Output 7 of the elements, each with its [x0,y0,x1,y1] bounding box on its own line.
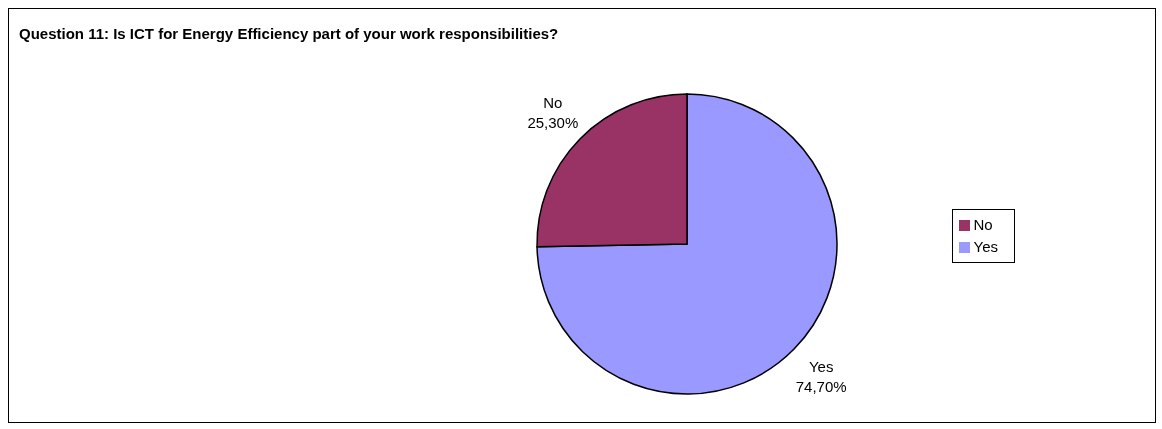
data-label: 25,30% [527,114,579,132]
legend-label: No [973,215,993,233]
text: Question 11: Is ICT for Energy Efficiency part of your work responsibilities? [19,25,559,42]
data-label: 74,70% [795,377,847,395]
legend-label: Yes [973,237,998,255]
slice-label: No [543,94,563,112]
slice-label: Yes [808,357,834,375]
